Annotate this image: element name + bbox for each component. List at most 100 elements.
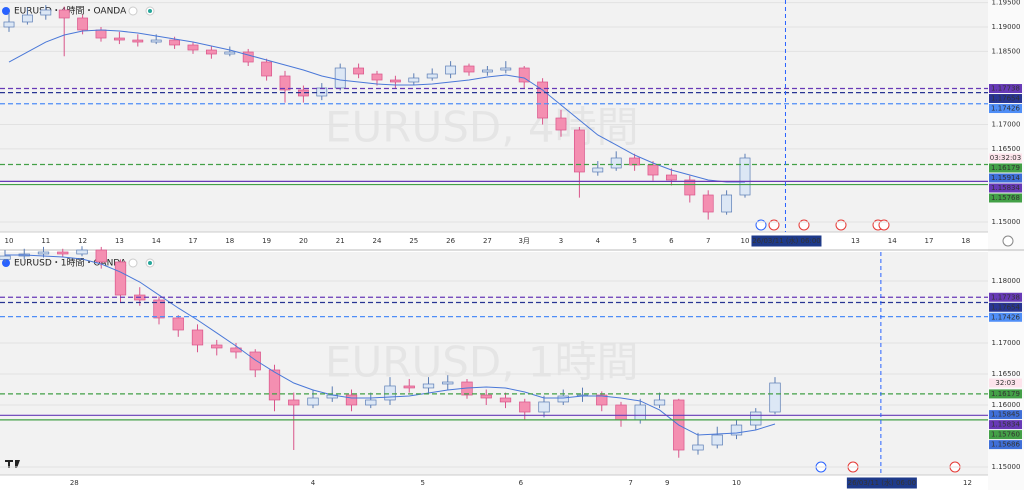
candle-body (573, 129, 585, 173)
price-label: 1.17426 (991, 105, 1020, 113)
x-tick-label: 5 (420, 479, 424, 487)
y-tick-label: 1.18500 (992, 47, 1021, 55)
logo (5, 460, 20, 468)
candle-body (187, 44, 199, 51)
price-label: 1.17738 (991, 85, 1020, 93)
y-tick-label: 1.17000 (992, 339, 1021, 347)
x-tick-label: 10 (5, 237, 14, 245)
x-tick-label: 24 (373, 237, 382, 245)
symbol-title[interactable]: EURUSD・4時間・OANDA (14, 6, 127, 17)
candle-body (634, 404, 646, 421)
candle-body (592, 167, 604, 173)
plot-bg (0, 0, 988, 232)
event-icon[interactable] (798, 219, 810, 231)
candle-body (702, 194, 714, 213)
candle-body (150, 39, 162, 43)
x-tick-label: 4 (311, 479, 316, 487)
x-tick-label: 14 (152, 237, 161, 245)
candle-body (426, 73, 438, 79)
moving-average (5, 254, 776, 436)
candle-body (750, 411, 762, 426)
y-tick-label: 1.19500 (992, 0, 1021, 7)
price-label: 1.15686 (991, 441, 1020, 449)
x-tick-label: 12 (963, 479, 972, 487)
candle-body (169, 39, 181, 46)
candle-body (610, 157, 622, 169)
candle-body (268, 369, 281, 401)
candle-body (261, 61, 273, 77)
candle-body (371, 73, 383, 81)
candle-body (40, 9, 52, 16)
candle-body (692, 444, 704, 451)
candle-body (615, 404, 627, 421)
price-label: 1.15834 (991, 421, 1020, 429)
price-label-box (989, 104, 1022, 114)
x-tick-label: 17 (925, 237, 934, 245)
price-label-box (989, 193, 1022, 203)
x-tick-label: 20 (299, 237, 308, 245)
y-tick-label: 1.17000 (992, 121, 1021, 129)
watermark: EURUSD, 4時間 (325, 103, 639, 152)
candle-body (555, 117, 567, 131)
candle-body (345, 394, 358, 406)
candle-body (730, 424, 743, 436)
cursor-box (751, 235, 822, 247)
x-tick-label: 7 (628, 479, 632, 487)
symbol-icon[interactable] (2, 259, 10, 267)
price-label-box (989, 173, 1022, 183)
x-tick-label: 26 (446, 237, 455, 245)
candle-body (114, 261, 127, 296)
event-icon[interactable] (755, 219, 767, 231)
countdown-box (989, 153, 1022, 163)
price-label: 1.17738 (991, 293, 1020, 301)
symbol-title[interactable]: EURUSD・1時間・OANDA (14, 258, 127, 269)
candle-body (288, 399, 300, 406)
cursor-label: 26/03/11 (水) 06:00 (752, 236, 821, 245)
price-label: 1.16179 (991, 390, 1020, 398)
price-label-box (989, 163, 1022, 173)
price-label-box (989, 440, 1022, 450)
candle-body (77, 17, 89, 31)
candle-body (500, 67, 512, 71)
candle-body (76, 249, 88, 255)
price-label: 1.17654 (991, 303, 1020, 311)
candle-body (153, 299, 165, 319)
x-tick-label: 5 (632, 237, 636, 245)
x-tick-label: 6 (669, 237, 674, 245)
candle-body (769, 382, 781, 413)
y-tick-label: 1.16000 (992, 401, 1021, 409)
price-label: 1.17426 (991, 313, 1020, 321)
x-tick-label: 6 (519, 479, 524, 487)
cursor-box (846, 477, 917, 489)
candle-body (3, 21, 15, 28)
candle-body (205, 49, 217, 55)
event-icon[interactable] (878, 219, 890, 231)
x-tick-label: 4 (596, 237, 601, 245)
settings-icon[interactable] (1002, 235, 1014, 247)
event-icon[interactable] (768, 219, 780, 231)
x-tick-label: 17 (189, 237, 198, 245)
cursor-label: 26/03/11 (水) 06:00 (848, 478, 917, 487)
candle-body (711, 434, 723, 446)
y-tick-label: 1.15000 (992, 218, 1021, 226)
price-label: 1.17654 (991, 95, 1020, 103)
candle-body (58, 9, 70, 19)
candle-body (172, 317, 184, 331)
price-label: 1.15845 (991, 411, 1020, 419)
price-label-box (989, 430, 1022, 440)
candle-body (0, 255, 11, 260)
icon[interactable] (128, 6, 138, 16)
x-tick-label: 10 (741, 237, 750, 245)
x-tick-label: 18 (961, 237, 970, 245)
y-tick-label: 1.16500 (992, 370, 1021, 378)
price-label-box (989, 410, 1022, 420)
y-tick-label: 1.18000 (992, 277, 1021, 285)
candle-body (442, 381, 454, 385)
candle-body (279, 75, 291, 91)
x-tick-label: 3月 (518, 237, 529, 245)
candle-body (307, 397, 319, 406)
icon[interactable] (128, 258, 138, 268)
plot-bg (0, 252, 988, 475)
event-icon[interactable] (835, 219, 847, 231)
symbol-icon[interactable] (2, 7, 10, 15)
